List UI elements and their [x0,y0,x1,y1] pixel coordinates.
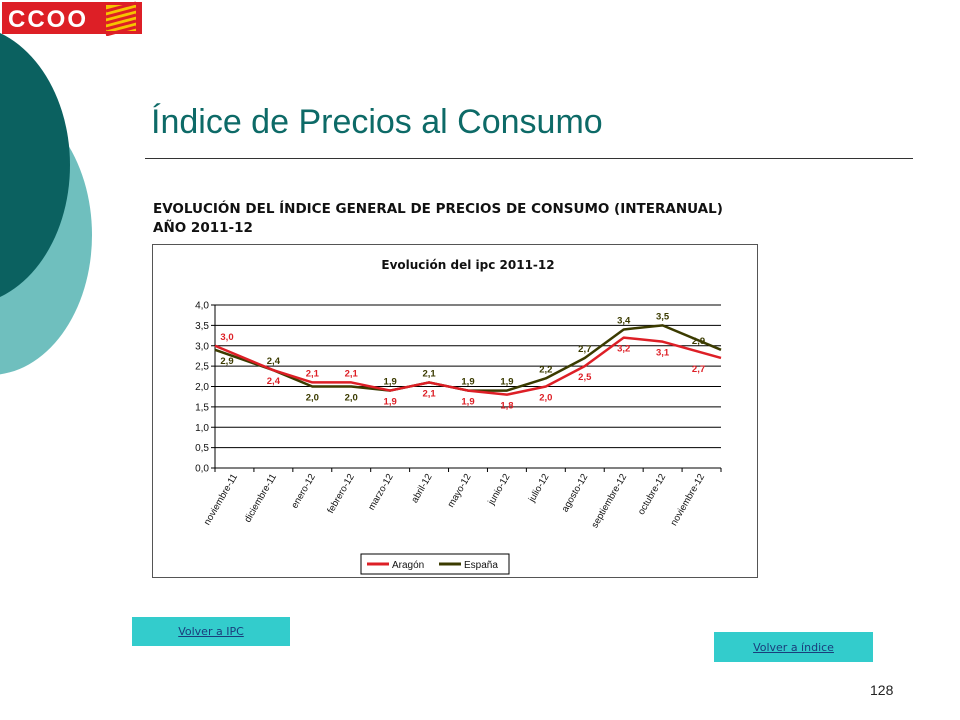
x-tick-label: julio-12 [526,472,551,505]
legend-label-aragon: Aragón [392,560,424,571]
series-line-aragon [214,336,722,396]
data-label-aragon: 2,7 [692,364,705,375]
data-label-aragon: 2,5 [578,372,592,383]
chart-title: Evolución del ipc 2011-12 [381,258,554,272]
y-tick-label: 1,5 [195,402,209,413]
data-label-aragon: 2,0 [539,393,552,404]
data-label-espana: 1,9 [461,377,474,388]
x-tick-label: octubre-12 [636,472,668,517]
chart-container: Evolución del ipc 2011-12 0,0 0,5 1,0 1,5 2,0… [152,244,758,578]
data-label-aragon: 3,2 [617,344,630,355]
data-label-espana: 1,9 [384,377,397,388]
x-tick-label: mayo-12 [446,472,474,510]
data-label-aragon: 3,1 [656,348,670,359]
back-to-index-button[interactable]: Volver a índice [714,632,873,662]
y-tick-label: 0,5 [195,443,209,454]
data-label-espana: 2,9 [220,356,233,367]
data-label-espana: 2,7 [578,344,591,355]
title-divider [145,158,913,159]
ipc-line-chart: Evolución del ipc 2011-12 0,0 0,5 1,0 1,5 2,0… [195,258,722,575]
legend-label-espana: España [464,560,498,571]
data-label-aragon: 2,1 [306,368,320,379]
y-tick-label: 1,0 [195,423,209,434]
y-tick-label: 2,0 [195,382,209,393]
data-label-aragon: 2,4 [267,376,281,387]
x-tick-label: septiembre-12 [589,472,629,530]
data-label-aragon: 1,8 [500,401,513,412]
legend-box [360,553,510,575]
x-tick-label: noviembre-12 [669,472,708,528]
chart-year: AÑO 2011-12 [153,220,253,236]
y-tick-label: 4,0 [195,301,209,312]
chart-subtitle: EVOLUCIÓN DEL ÍNDICE GENERAL DE PRECIOS … [153,201,723,217]
x-tick-label: junio-12 [486,472,513,508]
svg-text:CCOO: CCOO [8,6,88,33]
data-label-espana: 2,9 [692,336,705,347]
data-label-espana: 3,5 [656,311,670,322]
x-tick-label: agosto-12 [560,472,591,514]
decorative-circles [0,33,92,375]
data-label-aragon: 2,1 [422,388,436,399]
data-label-aragon: 1,9 [461,397,474,408]
data-label-espana: 2,0 [306,393,319,404]
page-title: Índice de Precios al Consumo [151,103,603,141]
x-tick-label: abril-12 [409,472,434,505]
page-number: 128 [870,682,894,698]
x-tick-label: marzo-12 [366,472,396,512]
y-tick-label: 0,0 [195,464,209,475]
y-tick-label: 2,5 [195,362,209,373]
data-label-espana: 2,4 [267,356,281,367]
data-label-espana: 2,2 [539,364,552,375]
ccoo-logo: CCOO [0,0,144,36]
y-tick-label: 3,5 [195,321,209,332]
x-tick-label: noviembre-11 [202,472,240,527]
data-label-aragon: 3,0 [220,332,233,343]
data-label-espana: 3,4 [617,315,631,326]
x-tick-label: diciembre-11 [242,472,279,524]
data-label-aragon: 1,9 [384,397,397,408]
data-label-aragon: 2,1 [345,368,359,379]
back-to-ipc-button[interactable]: Volver a IPC [132,617,290,646]
x-tick-label: enero-12 [289,472,318,510]
data-label-espana: 2,1 [422,368,436,379]
data-label-espana: 1,9 [500,377,513,388]
data-label-espana: 2,0 [345,393,358,404]
x-tick-label: febrero-12 [325,472,356,515]
y-tick-label: 3,0 [195,341,209,352]
